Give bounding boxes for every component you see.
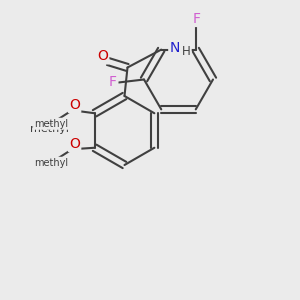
Text: N: N — [169, 41, 180, 55]
Text: O: O — [69, 98, 80, 112]
Text: F: F — [109, 76, 117, 89]
Text: methyl: methyl — [34, 158, 68, 168]
Text: methyl: methyl — [30, 124, 69, 134]
Text: methoxy: methoxy — [48, 123, 54, 124]
Text: methyl: methyl — [34, 119, 68, 129]
Text: F: F — [193, 12, 201, 26]
Text: methyl: methyl — [47, 128, 52, 130]
Text: H: H — [182, 45, 190, 58]
Text: O: O — [97, 49, 108, 63]
Text: O: O — [69, 137, 80, 151]
